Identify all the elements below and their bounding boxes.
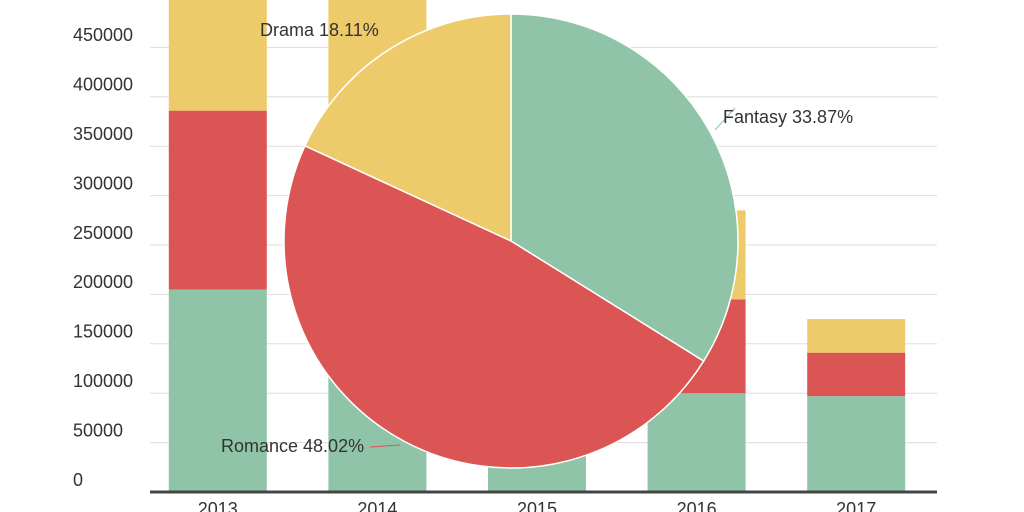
pie-slice: [303, 13, 512, 243]
y-tick-label: 400000: [73, 75, 133, 95]
pie-slice: [283, 144, 705, 469]
x-tick-label: 2014: [357, 499, 397, 512]
bar-segment: [807, 319, 906, 353]
x-tick-label: 2017: [836, 499, 876, 512]
leader-line: [369, 444, 401, 448]
pie-label: Drama 18.11%: [260, 20, 379, 40]
pie-slice: [510, 13, 739, 363]
x-tick-label: 2013: [198, 499, 238, 512]
y-tick-label: 100000: [73, 371, 133, 391]
y-tick-label: 450000: [73, 25, 133, 45]
bar-segment: [168, 110, 267, 290]
y-tick-label: 250000: [73, 223, 133, 243]
y-tick-label: 300000: [73, 173, 133, 193]
pie-label: Fantasy 33.87%: [723, 107, 853, 127]
bar-segment: [168, 289, 267, 492]
y-tick-label: 200000: [73, 272, 133, 292]
y-tick-label: 350000: [73, 124, 133, 144]
x-tick-label: 2016: [677, 499, 717, 512]
bar-segment: [807, 396, 906, 492]
x-tick-label: 2015: [517, 499, 557, 512]
y-tick-label: 50000: [73, 420, 123, 440]
leader-line: [714, 107, 736, 131]
y-tick-label: 0: [73, 470, 83, 490]
pie-label: Romance 48.02%: [221, 436, 364, 456]
y-tick-label: 150000: [73, 322, 133, 342]
bar-segment: [168, 0, 267, 111]
bar-segment: [807, 352, 906, 397]
